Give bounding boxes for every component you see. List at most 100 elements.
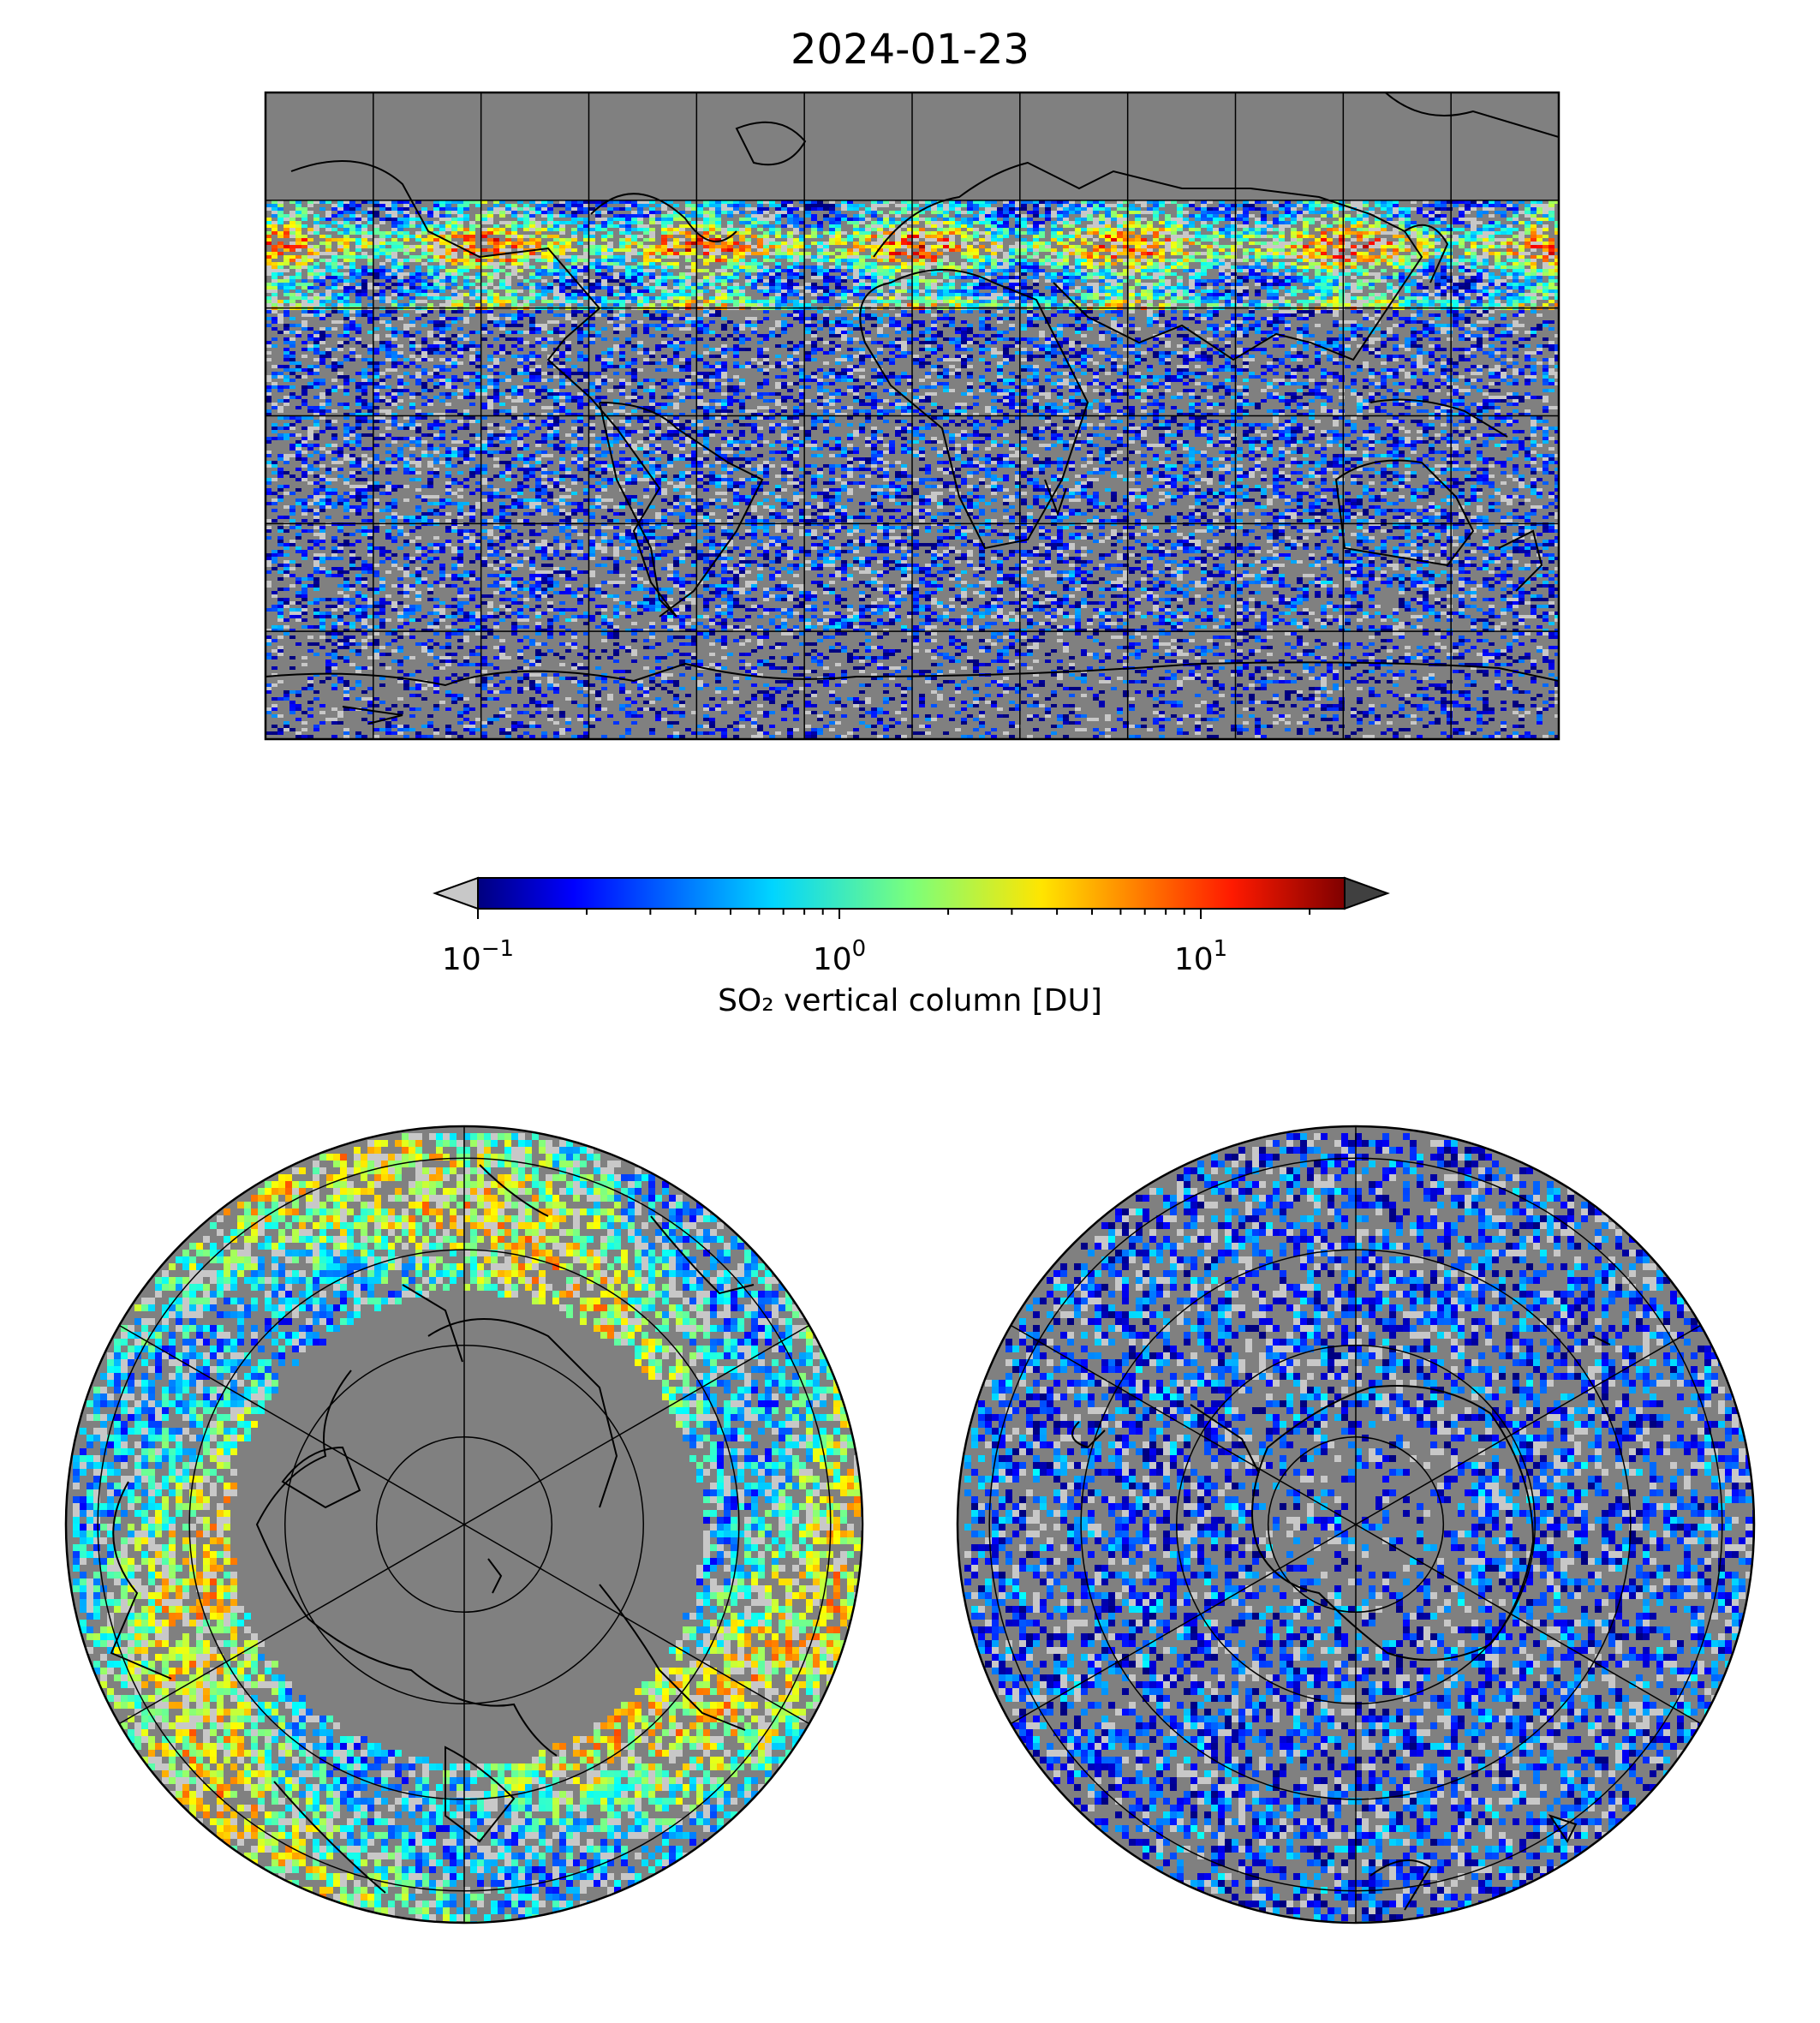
so2-pixel <box>1111 296 1117 300</box>
so2-pixel <box>553 252 559 255</box>
so2-pixel <box>787 200 793 204</box>
so2-pixel <box>877 242 883 245</box>
so2-pixel <box>1057 286 1063 289</box>
so2-pixel <box>1327 272 1333 276</box>
so2-pixel <box>1033 245 1039 248</box>
so2-pixel <box>1063 286 1069 289</box>
so2-pixel <box>565 303 571 307</box>
so2-pixel <box>1357 204 1363 207</box>
so2-pixel <box>391 283 397 286</box>
so2-pixel <box>1027 266 1033 269</box>
so2-pixel <box>1447 207 1453 211</box>
so2-pixel <box>266 300 272 303</box>
so2-pixel <box>1165 224 1171 228</box>
so2-pixel <box>421 224 427 228</box>
so2-pixel <box>1543 211 1548 214</box>
so2-pixel <box>1447 262 1453 266</box>
so2-pixel <box>1027 269 1033 272</box>
so2-pixel <box>715 207 721 211</box>
so2-pixel <box>1189 252 1195 255</box>
so2-pixel <box>979 300 985 303</box>
so2-pixel <box>403 259 409 262</box>
so2-pixel <box>505 221 511 224</box>
so2-pixel <box>439 286 445 289</box>
so2-pixel <box>1531 238 1537 242</box>
so2-pixel <box>1483 296 1489 300</box>
so2-pixel <box>739 252 745 255</box>
so2-pixel <box>775 289 781 293</box>
so2-pixel <box>1327 224 1333 228</box>
so2-pixel <box>1051 238 1057 242</box>
so2-pixel <box>1387 231 1393 235</box>
so2-pixel <box>451 272 457 276</box>
so2-pixel <box>835 296 841 300</box>
so2-pixel <box>1207 286 1213 289</box>
so2-pixel <box>1171 293 1177 296</box>
so2-pixel <box>925 248 931 252</box>
so2-pixel <box>1531 211 1537 214</box>
so2-pixel <box>835 235 841 238</box>
so2-pixel <box>907 262 913 266</box>
so2-pixel <box>307 238 313 242</box>
so2-pixel <box>1483 235 1489 238</box>
so2-pixel <box>1225 207 1231 211</box>
so2-pixel <box>967 207 973 211</box>
so2-pixel <box>1057 289 1063 293</box>
so2-pixel <box>1393 259 1399 262</box>
so2-pixel <box>985 283 991 286</box>
so2-pixel <box>1321 276 1327 279</box>
so2-pixel <box>475 259 481 262</box>
so2-pixel <box>949 231 955 235</box>
so2-pixel <box>901 296 907 300</box>
so2-pixel <box>361 238 367 242</box>
so2-pixel <box>511 245 517 248</box>
so2-pixel <box>343 224 349 228</box>
so2-pixel <box>685 224 691 228</box>
so2-pixel <box>1441 214 1447 218</box>
so2-pixel <box>1093 231 1099 235</box>
so2-pixel <box>637 235 643 238</box>
so2-pixel <box>529 293 535 296</box>
so2-pixel <box>385 207 391 211</box>
so2-pixel <box>625 279 631 283</box>
so2-pixel <box>1129 300 1135 303</box>
so2-pixel <box>745 262 751 266</box>
so2-pixel <box>1519 300 1525 303</box>
so2-pixel <box>661 235 667 238</box>
so2-pixel <box>547 235 553 238</box>
so2-pixel <box>637 224 643 228</box>
so2-pixel <box>973 221 979 224</box>
so2-pixel <box>1405 283 1411 286</box>
so2-pixel <box>1429 303 1435 307</box>
so2-pixel <box>295 211 301 214</box>
so2-pixel <box>1489 276 1495 279</box>
so2-pixel <box>535 283 541 286</box>
so2-pixel <box>679 224 685 228</box>
so2-pixel <box>1393 231 1399 235</box>
so2-pixel <box>901 218 907 221</box>
so2-pixel <box>799 221 805 224</box>
so2-pixel <box>445 242 451 245</box>
so2-pixel <box>571 221 577 224</box>
so2-pixel <box>733 289 739 293</box>
so2-pixel <box>1495 231 1501 235</box>
so2-pixel <box>817 276 823 279</box>
so2-pixel <box>667 235 673 238</box>
so2-pixel <box>367 283 373 286</box>
so2-pixel <box>973 286 979 289</box>
so2-pixel <box>1051 259 1057 262</box>
so2-pixel <box>829 269 835 272</box>
so2-pixel <box>1105 293 1111 296</box>
so2-pixel <box>1297 255 1303 259</box>
so2-pixel <box>619 293 625 296</box>
so2-pixel <box>757 286 763 289</box>
so2-pixel <box>1141 269 1147 272</box>
so2-pixel <box>847 276 853 279</box>
so2-pixel <box>919 218 925 221</box>
so2-pixel <box>1195 207 1201 211</box>
so2-pixel <box>931 286 937 289</box>
so2-pixel <box>667 272 673 276</box>
so2-pixel <box>1015 207 1021 211</box>
so2-pixel <box>865 272 871 276</box>
so2-pixel <box>697 221 703 224</box>
